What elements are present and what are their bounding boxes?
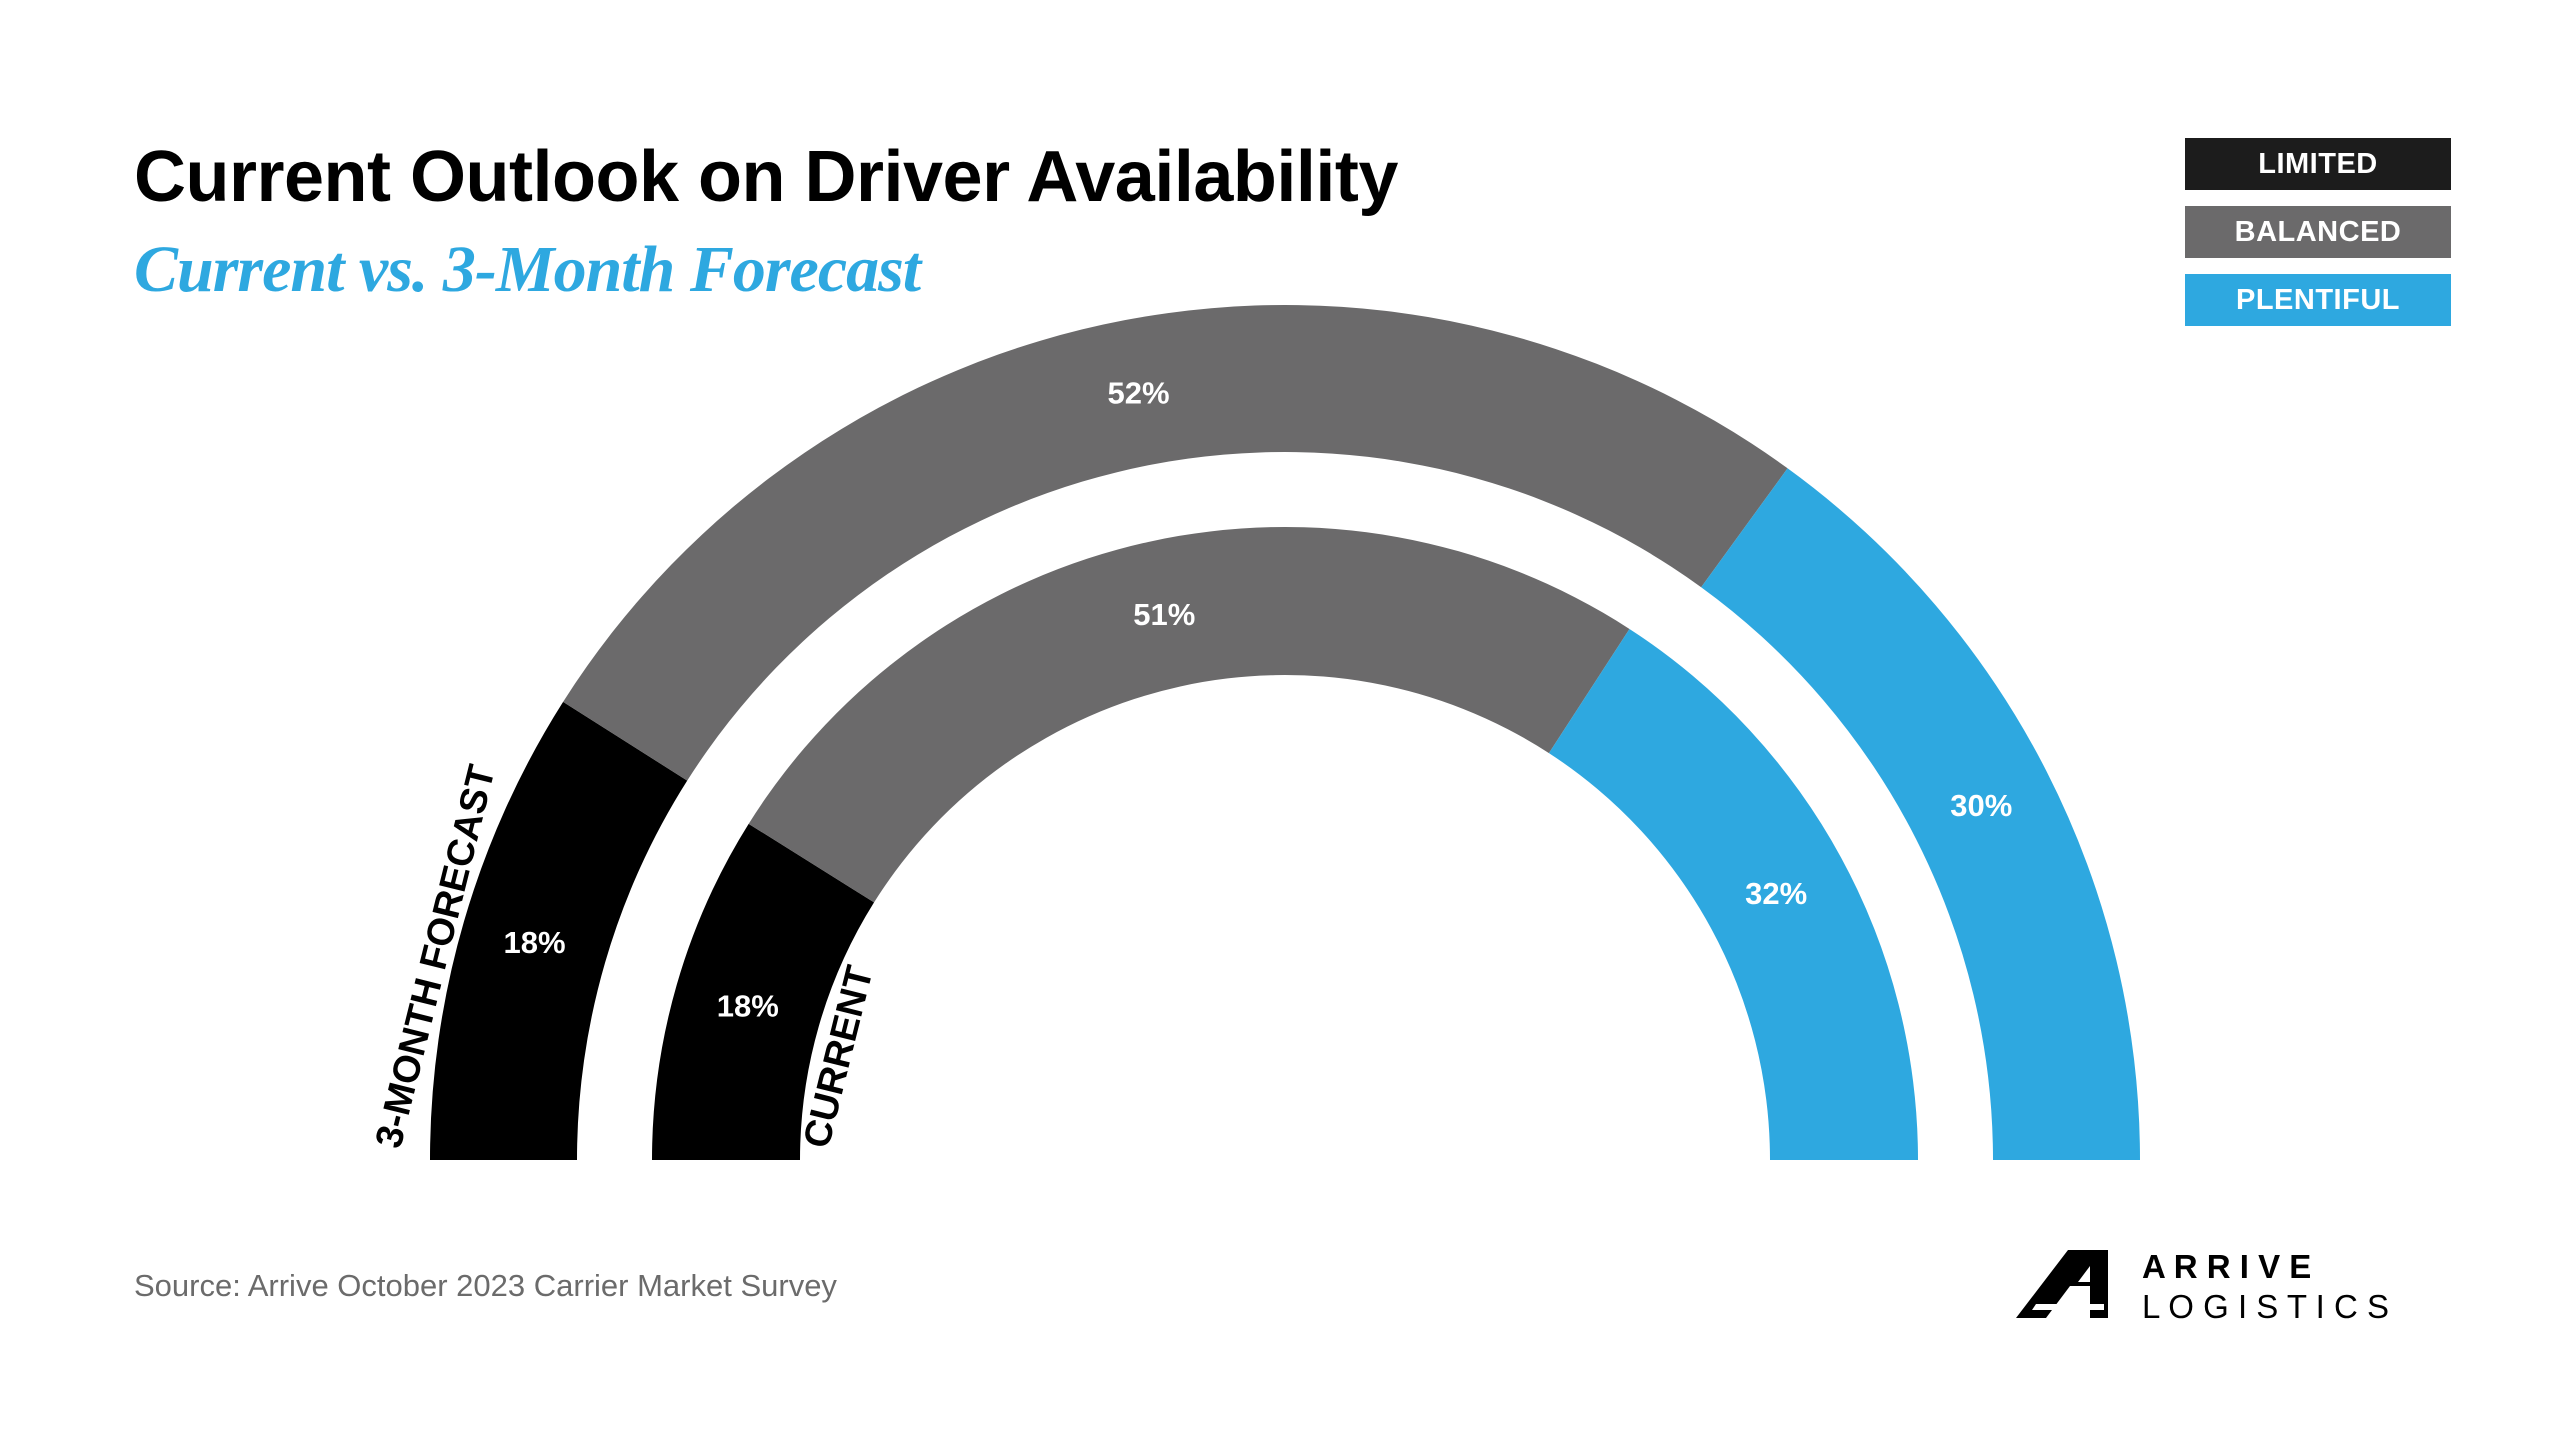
chart-subtitle: Current vs. 3-Month Forecast <box>134 233 921 306</box>
legend-item-balanced: BALANCED <box>2185 206 2451 258</box>
chart-rings <box>430 304 2140 1160</box>
value-label-current-plentiful: 32% <box>1745 876 1807 911</box>
arc-segment-current-balanced <box>748 527 1630 903</box>
source-note: Source: Arrive October 2023 Carrier Mark… <box>134 1268 837 1303</box>
logo-mark-icon <box>2016 1250 2108 1318</box>
chart-title: Current Outlook on Driver Availability <box>134 137 1398 217</box>
arc-segment-current-limited <box>652 823 875 1160</box>
value-label-current-balanced: 51% <box>1133 597 1195 632</box>
arc-segment-forecast-limited <box>430 701 688 1160</box>
legend-item-limited: LIMITED <box>2185 138 2451 190</box>
arrive-logistics-logo: A R R I V E L O G I S T I C S <box>2016 1248 2389 1320</box>
value-label-current-limited: 18% <box>717 989 779 1024</box>
legend-item-plentiful: PLENTIFUL <box>2185 274 2451 326</box>
arc-segment-forecast-balanced <box>563 304 1788 781</box>
value-label-forecast-limited: 18% <box>504 925 566 960</box>
value-label-forecast-plentiful: 30% <box>1950 788 2012 823</box>
arc-segment-forecast-plentiful <box>1701 468 2140 1160</box>
logo-line1: A R R I V E <box>2142 1248 2311 1285</box>
value-label-forecast-balanced: 52% <box>1108 375 1170 410</box>
arc-segment-current-plentiful <box>1548 628 1918 1160</box>
logo-line2: L O G I S T I C S <box>2142 1288 2389 1320</box>
